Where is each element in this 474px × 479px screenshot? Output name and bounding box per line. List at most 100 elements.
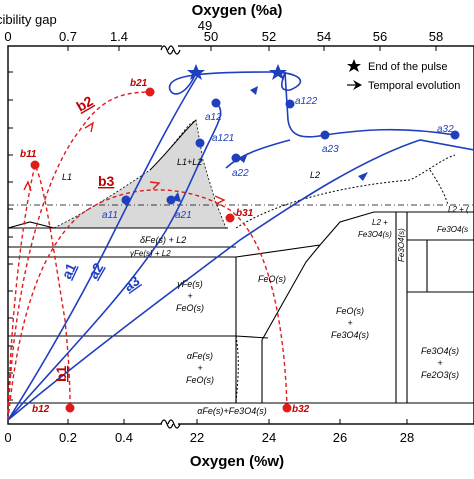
region-Fe3O4-vertical: Fe3O4(s)	[397, 228, 406, 262]
point-b21	[145, 87, 155, 97]
top-axis-ticks	[67, 46, 437, 51]
region-L2-c: L2 + (	[448, 205, 470, 214]
point-a32	[450, 130, 460, 140]
legend-star-label: End of the pulse	[368, 61, 448, 73]
blue-paths	[7, 71, 474, 421]
top-axis-title: Oxygen (%a)	[192, 2, 283, 19]
bottom-tick-22: 22	[190, 430, 204, 445]
phase-boundaries	[7, 211, 474, 404]
region-L1: L1	[62, 172, 72, 182]
point-b31	[225, 213, 235, 223]
bottom-axis-title: Oxygen (%w)	[190, 453, 284, 470]
bottom-tick-24: 24	[262, 430, 276, 445]
region-L2-Fe3O4: L2 +	[372, 218, 388, 227]
top-tick-58: 58	[429, 29, 443, 44]
path-label-a2: a2	[85, 260, 107, 282]
region-FeO-Fe3O4-1: FeO(s)	[336, 306, 364, 316]
region-L1L2: L1+L2	[177, 157, 202, 167]
top-tick-49: 49	[198, 18, 212, 33]
region-dFe-L2: δFe(s) + L2	[140, 235, 186, 245]
region-gFe-FeO-1: γFe(s)	[177, 279, 203, 289]
bottom-axis-ticks	[67, 419, 408, 424]
region-aFe-FeO-1: αFe(s)	[187, 351, 213, 361]
liquidus-dotted	[235, 154, 456, 229]
region-Fe3O4-Fe2O3-3: Fe2O3(s)	[421, 370, 459, 380]
bottom-tick-26: 26	[333, 430, 347, 445]
end-of-pulse-stars	[187, 64, 287, 80]
point-a23	[320, 130, 330, 140]
region-FeO-Fe3O4-3: Fe3O4(s)	[331, 330, 369, 340]
red-path-arrows	[23, 121, 226, 205]
legend-arrow-label: Temporal evolution	[368, 80, 460, 92]
red-points	[30, 87, 292, 413]
top-axis-corner-label: cibility gap	[0, 12, 57, 27]
top-tick-52: 52	[262, 29, 276, 44]
label-b11: b11	[20, 149, 37, 160]
label-b32: b32	[292, 404, 310, 415]
path-label-b3: b3	[98, 173, 115, 189]
label-a23: a23	[322, 144, 339, 155]
label-a12: a12	[205, 112, 222, 123]
miscibility-gap-top	[149, 119, 197, 171]
region-aFe-FeO-3: FeO(s)	[186, 375, 214, 385]
path-label-b2: b2	[74, 92, 96, 114]
top-tick-1.4: 1.4	[110, 29, 128, 44]
path-label-b1: b1	[53, 365, 69, 382]
region-gFe-FeO-2: +	[187, 291, 192, 301]
label-b21: b21	[130, 78, 148, 89]
plot-frame	[7, 45, 474, 425]
blue-points	[121, 98, 460, 205]
label-a32: a32	[437, 124, 454, 135]
region-L2: L2	[310, 170, 320, 180]
bottom-tick-0.4: 0.4	[115, 430, 133, 445]
region-aFe-Fe3O4: αFe(s)+Fe3O4(s)	[197, 406, 266, 416]
region-Fe3O4-Fe2O3-2: +	[437, 358, 442, 368]
point-a12	[211, 98, 221, 108]
point-b11	[30, 160, 40, 170]
region-Fe3O4-Fe2O3-1: Fe3O4(s)	[421, 346, 459, 356]
top-tick-56: 56	[373, 29, 387, 44]
label-a122: a122	[295, 96, 318, 107]
bottom-tick-0: 0	[4, 430, 11, 445]
gFe-dotted	[235, 335, 239, 404]
legend: End of the pulse Temporal evolution	[347, 59, 460, 92]
point-b12	[65, 403, 75, 413]
region-gFe-L2: γFe(s) + L2	[130, 249, 171, 258]
label-a22: a22	[232, 168, 249, 179]
label-b12: b12	[32, 404, 50, 415]
star-marker	[269, 64, 287, 80]
path-label-a3: a3	[121, 272, 143, 294]
point-a11	[121, 195, 131, 205]
liquidus-dotted-right	[429, 169, 449, 206]
star-marker	[187, 64, 205, 80]
point-a121	[195, 138, 205, 148]
label-a11: a11	[102, 210, 118, 221]
bottom-tick-28: 28	[400, 430, 414, 445]
region-Fe3O4-right: Fe3O4(s	[437, 225, 468, 234]
top-tick-0.7: 0.7	[59, 29, 77, 44]
axis-break-top	[160, 40, 181, 55]
label-a121: a121	[212, 133, 234, 144]
point-b32	[282, 403, 292, 413]
top-tick-54: 54	[317, 29, 331, 44]
region-FeO-Fe3O4-2: +	[347, 318, 352, 328]
legend-arrow-icon	[353, 80, 362, 90]
point-a22	[231, 153, 241, 163]
path-label-a1: a1	[58, 260, 79, 281]
bottom-tick-0.2: 0.2	[59, 430, 77, 445]
red-paths	[7, 91, 288, 421]
label-a21: a21	[175, 210, 192, 221]
region-L2-Fe3O4-b: Fe3O4(s)	[358, 230, 392, 239]
miscibility-gap	[53, 119, 227, 229]
region-aFe-FeO-2: +	[197, 363, 202, 373]
left-axis-ticks	[8, 71, 13, 401]
region-gFe-FeO-3: FeO(s)	[176, 303, 204, 313]
top-tick-0: 0	[4, 29, 11, 44]
label-b31: b31	[236, 208, 254, 219]
axis-break-bottom	[160, 418, 181, 430]
legend-star-icon	[347, 59, 361, 72]
point-a122	[285, 99, 295, 109]
top-tick-50: 50	[204, 29, 218, 44]
region-FeO: FeO(s)	[258, 274, 286, 284]
